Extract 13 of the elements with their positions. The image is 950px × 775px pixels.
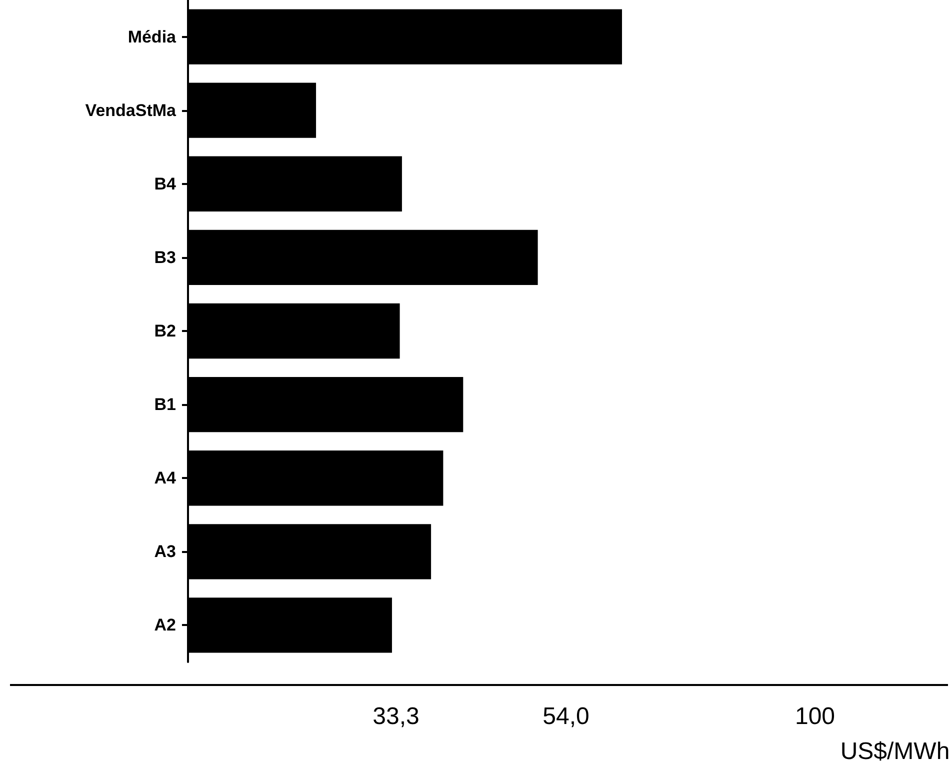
y-tick-label: VendaStMa	[85, 100, 177, 120]
y-tick-label: A3	[154, 542, 176, 562]
text: 100	[794, 703, 836, 731]
text: US$/MWh	[840, 738, 950, 766]
y-tick-label: B4	[154, 174, 177, 194]
text: 33,3	[372, 703, 420, 731]
y-tick-label: B1	[154, 395, 176, 414]
y-tick-label: Média	[128, 27, 177, 46]
y-tick-label: A4	[154, 468, 177, 488]
y-tick-label: A2	[154, 616, 176, 635]
y-tick-label: B2	[154, 322, 176, 340]
y-tick-label: B3	[154, 248, 176, 267]
text: 54,0	[542, 703, 590, 731]
